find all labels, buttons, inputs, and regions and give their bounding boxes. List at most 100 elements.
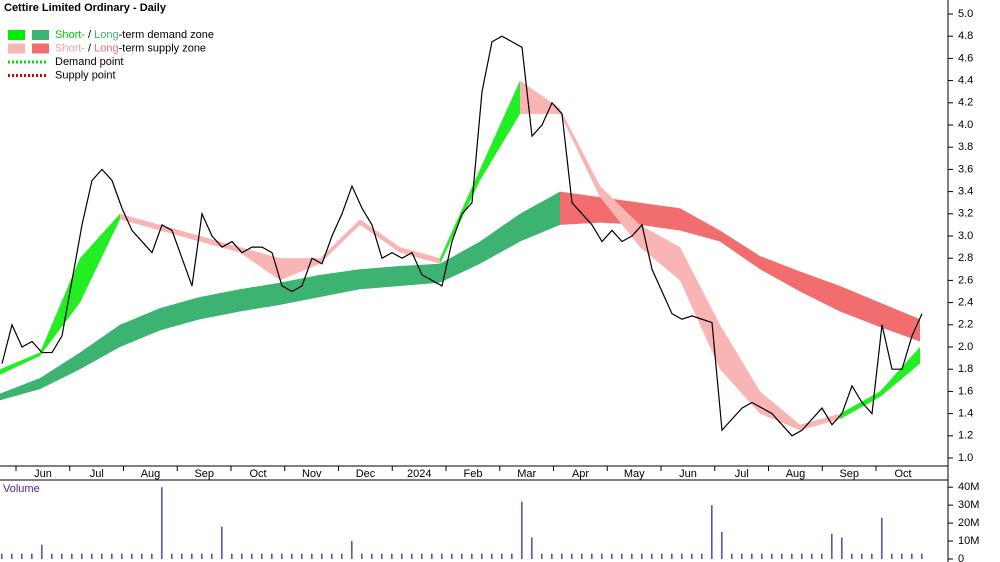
volume-bar xyxy=(511,553,513,559)
volume-bar xyxy=(521,501,523,559)
y-tick-label: 0 xyxy=(958,553,964,562)
volume-bar xyxy=(751,553,753,559)
legend-part: / xyxy=(85,29,94,41)
volume-bar xyxy=(421,553,423,559)
volume-bar xyxy=(111,553,113,559)
y-tick-label: 5.0 xyxy=(958,8,973,20)
volume-bar xyxy=(1,553,3,559)
volume-bar xyxy=(181,553,183,559)
legend-label: Supply point xyxy=(55,69,116,81)
volume-bar xyxy=(631,553,633,559)
legend-part: Short- xyxy=(55,29,85,41)
volume-bar xyxy=(591,553,593,559)
y-tick-label: 3.8 xyxy=(958,141,973,153)
y-tick-label: 3.0 xyxy=(958,230,973,242)
volume-bar xyxy=(261,553,263,559)
volume-bar xyxy=(91,553,93,559)
volume-bar xyxy=(231,553,233,559)
volume-bar xyxy=(361,553,363,559)
volume-bar xyxy=(51,553,53,559)
y-tick-label: 3.6 xyxy=(958,163,973,175)
volume-bar xyxy=(561,553,563,559)
volume-bar xyxy=(441,553,443,559)
zone-band xyxy=(0,191,560,401)
y-tick-label: 2.2 xyxy=(958,319,973,331)
zone-band xyxy=(560,191,920,342)
volume-bar xyxy=(431,553,433,559)
volume-bar xyxy=(451,553,453,559)
volume-bar xyxy=(731,553,733,559)
x-tick-label: Oct xyxy=(894,468,911,480)
y-tick-label: 4.2 xyxy=(958,97,973,109)
volume-bar xyxy=(341,553,343,559)
price-line xyxy=(1,35,923,437)
volume-bar xyxy=(201,553,203,559)
volume-bar xyxy=(791,553,793,559)
volume-bar xyxy=(901,553,903,559)
volume-bar xyxy=(921,553,923,559)
y-tick-label: 40M xyxy=(958,481,979,493)
x-tick-label: Mar xyxy=(517,468,536,480)
volume-bar xyxy=(121,553,123,559)
volume-bar xyxy=(241,553,243,559)
volume-bar xyxy=(401,553,403,559)
x-tick-label: Apr xyxy=(572,468,589,480)
volume-bar xyxy=(621,553,623,559)
volume-bar xyxy=(301,553,303,559)
x-tick-label: Aug xyxy=(786,468,806,480)
volume-bar xyxy=(871,553,873,559)
x-tick-label: Jul xyxy=(90,468,104,480)
y-tick-label: 4.0 xyxy=(958,119,973,131)
y-tick-label: 2.6 xyxy=(958,274,973,286)
volume-bar xyxy=(811,553,813,559)
volume-bar xyxy=(541,553,543,559)
volume-bar xyxy=(841,537,843,559)
legend-part: Long xyxy=(94,29,118,41)
y-tick-label: 2.4 xyxy=(958,297,973,309)
legend-part: Demand point xyxy=(55,56,124,68)
volume-bar xyxy=(911,553,913,559)
volume-bar xyxy=(501,553,503,559)
legend-part: -term supply zone xyxy=(119,42,206,54)
volume-bar xyxy=(661,553,663,559)
volume-bar xyxy=(551,553,553,559)
volume-bar xyxy=(101,553,103,559)
zone-band xyxy=(120,213,440,281)
volume-bar xyxy=(571,553,573,559)
x-tick-label: Oct xyxy=(249,468,266,480)
x-tick-label: Nov xyxy=(302,468,322,480)
volume-bar xyxy=(381,553,383,559)
volume-bar xyxy=(251,553,253,559)
volume-bar xyxy=(31,553,33,559)
legend-swatch xyxy=(8,43,25,54)
legend-part: Supply point xyxy=(55,69,116,81)
volume-bar xyxy=(11,553,13,559)
volume-bar xyxy=(641,553,643,559)
legend-part: Short- xyxy=(55,42,85,54)
zone-band xyxy=(520,80,840,431)
legend-label: Demand point xyxy=(55,56,124,68)
legend-part: / xyxy=(85,42,94,54)
volume-bar xyxy=(171,553,173,559)
zone-band xyxy=(0,213,120,375)
x-tick-label: Dec xyxy=(356,468,376,480)
volume-bar xyxy=(531,537,533,559)
chart-title: Cettire Limited Ordinary - Daily xyxy=(4,2,167,14)
y-tick-label: 2.8 xyxy=(958,252,973,264)
volume-bar xyxy=(881,517,883,559)
volume-bar xyxy=(271,553,273,559)
x-tick-label: May xyxy=(624,468,645,480)
volume-bar xyxy=(81,553,83,559)
volume-bar xyxy=(161,487,163,559)
volume-bar xyxy=(761,553,763,559)
legend-part: Long xyxy=(94,42,118,54)
volume-bar xyxy=(311,553,313,559)
volume-bar xyxy=(21,553,23,559)
volume-bar xyxy=(471,553,473,559)
y-tick-label: 20M xyxy=(958,517,979,529)
volume-bar xyxy=(891,553,893,559)
volume-bar xyxy=(711,505,713,559)
volume-bar xyxy=(831,533,833,559)
volume-bar xyxy=(801,553,803,559)
volume-bar xyxy=(141,553,143,559)
